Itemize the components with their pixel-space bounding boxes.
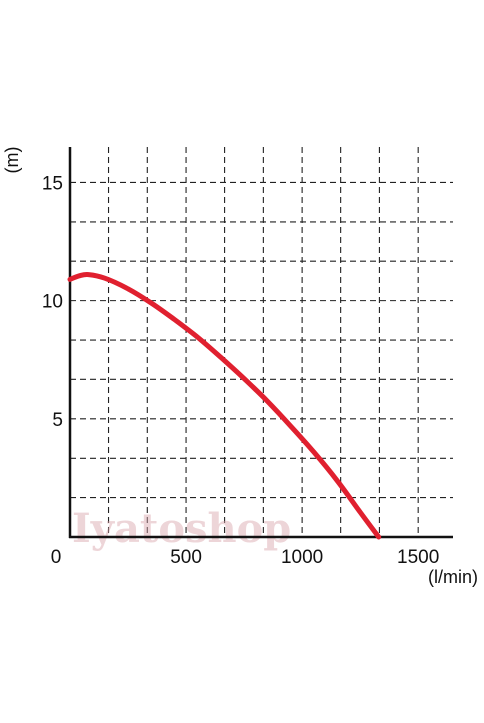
series-layer: [67, 272, 382, 540]
y-tick-label-1: 10: [42, 292, 63, 313]
x-tick-label-2: 1000: [281, 547, 323, 568]
watermark: Iyatoshop: [72, 505, 291, 552]
x-tick-label-3: 1500: [397, 547, 439, 568]
labels-layer: 0 500 1000 1500 5 10 15: [42, 173, 439, 568]
x-axis-unit-label: (l/min): [428, 567, 478, 587]
y-tick-label-2: 15: [42, 173, 63, 194]
y-axis-unit-label: (m): [2, 147, 22, 174]
grid-layer: [70, 147, 453, 537]
x-tick-label-0: 0: [51, 547, 62, 568]
series-line-0: [67, 272, 382, 540]
y-tick-label-0: 5: [52, 410, 63, 431]
x-tick-label-1: 500: [170, 547, 202, 568]
axes-layer: [68, 147, 453, 539]
